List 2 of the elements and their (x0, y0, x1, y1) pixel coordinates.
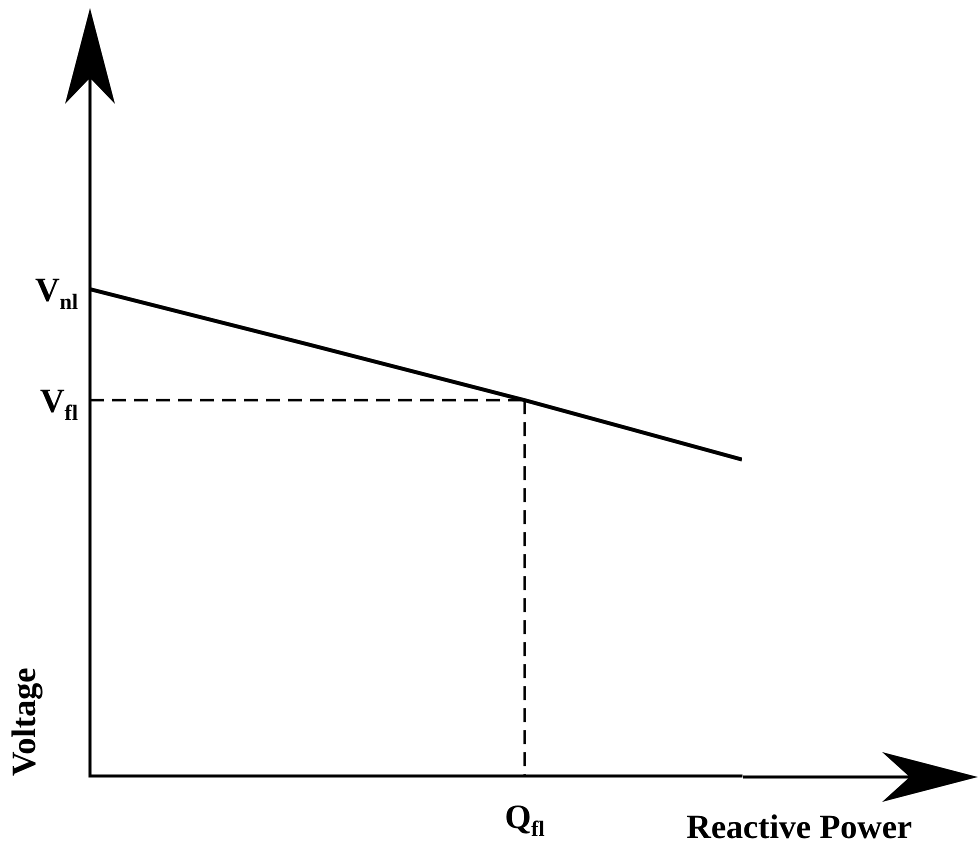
x-axis-title: Reactive Power (686, 809, 912, 846)
y-axis-title: Voltage (6, 668, 44, 776)
